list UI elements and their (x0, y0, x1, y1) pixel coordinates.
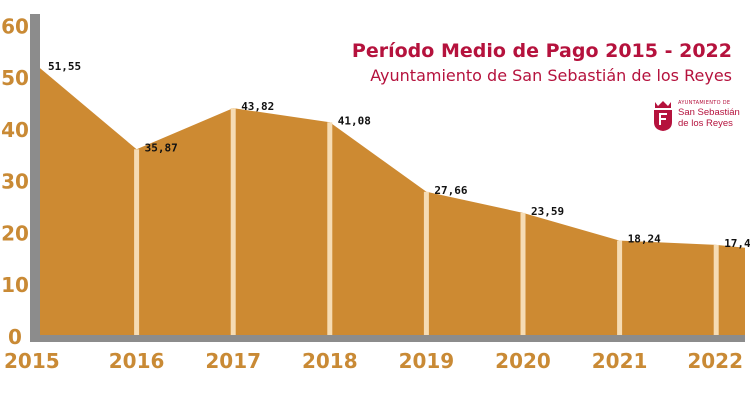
data-label: 35,87 (145, 141, 178, 154)
y-tick-label: 10 (1, 273, 29, 297)
year-separator (617, 240, 623, 335)
data-label: 17,4 (724, 237, 750, 250)
axis-layer (30, 14, 745, 342)
year-separator (423, 191, 429, 335)
x-axis-line (30, 335, 745, 342)
plot-layer (40, 68, 745, 335)
x-tick-label: 2016 (109, 349, 165, 373)
year-separator (520, 212, 526, 335)
label-layer: 51,55 35,87 43,82 41,08 27,66 23,59 18,24 17,4 0… (1, 14, 750, 373)
city-logo: AYUNTAMIENTO DE San Sebastián de los Rey… (651, 98, 747, 134)
year-separator (327, 122, 333, 335)
x-tick-label: 2015 (4, 349, 60, 373)
data-label: 18,24 (628, 233, 661, 246)
crown-shield-icon (654, 101, 672, 131)
x-tick-label: 2018 (302, 349, 358, 373)
y-axis-line (30, 14, 40, 342)
y-tick-label: 40 (1, 118, 29, 142)
data-label: 23,59 (531, 205, 564, 218)
year-separator (134, 149, 140, 335)
logo-small-text: AYUNTAMIENTO DE (678, 100, 731, 106)
data-label: 41,08 (338, 114, 371, 127)
x-tick-label: 2020 (495, 349, 551, 373)
x-tick-label: 2022 (687, 349, 743, 373)
logo-line-1: San Sebastián (678, 107, 740, 118)
chart-subtitle: Ayuntamiento de San Sebastián de los Rey… (370, 66, 732, 85)
y-tick-label: 30 (1, 170, 29, 194)
y-tick-label: 0 (8, 325, 22, 349)
chart-title: Período Medio de Pago 2015 - 2022 (351, 40, 732, 62)
area-series (40, 68, 745, 335)
data-label: 51,55 (48, 60, 81, 73)
x-tick-label: 2017 (205, 349, 261, 373)
y-tick-label: 20 (1, 221, 29, 245)
logo-line-2: de los Reyes (678, 118, 733, 129)
year-separator (230, 108, 236, 335)
x-tick-label: 2021 (592, 349, 648, 373)
y-tick-label: 60 (1, 14, 29, 38)
year-separator (713, 244, 719, 335)
x-tick-label: 2019 (399, 349, 455, 373)
data-label: 43,82 (241, 100, 274, 113)
data-label: 27,66 (434, 184, 467, 197)
y-tick-label: 50 (1, 66, 29, 90)
